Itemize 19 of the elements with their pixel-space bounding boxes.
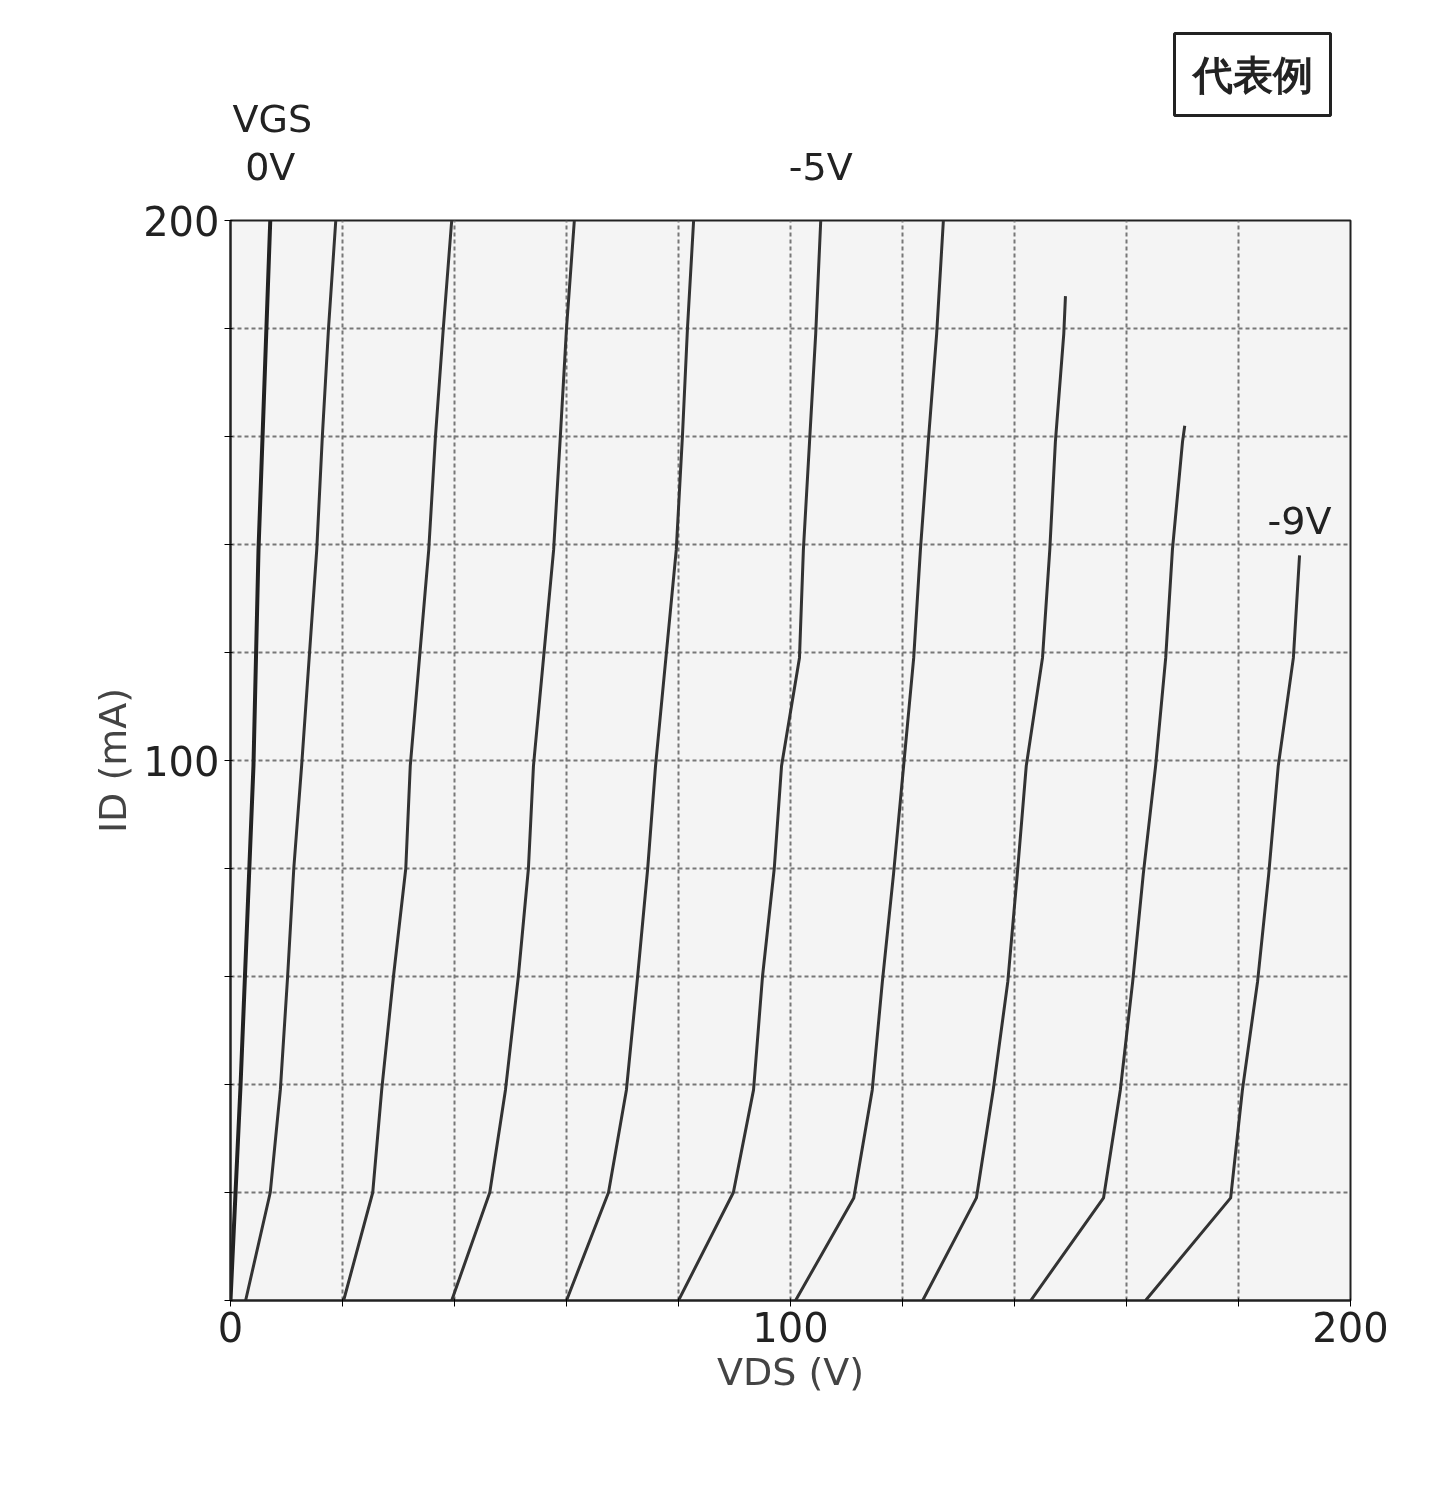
x-tick-label: 100	[752, 1304, 829, 1351]
line-series	[565, 220, 696, 1301]
line-series	[342, 220, 454, 1301]
line-series	[450, 220, 576, 1301]
line-series	[794, 220, 945, 1301]
text: 代表例	[1190, 51, 1313, 98]
series-label: -9V	[1267, 499, 1332, 544]
text: VGS	[232, 96, 313, 141]
y-axis-title: ID (mA)	[91, 687, 136, 834]
series-label: -5V	[788, 144, 853, 189]
line-series	[921, 294, 1067, 1301]
x-axis-title: VDS (V)	[716, 1349, 865, 1394]
x-tick-label: 0	[217, 1304, 244, 1351]
line-series	[1029, 424, 1187, 1301]
line-series	[244, 220, 338, 1301]
line-series	[677, 220, 823, 1301]
line-series	[1144, 553, 1302, 1301]
series-label: 0V	[245, 144, 296, 189]
x-tick-label: 200	[1312, 1304, 1389, 1351]
